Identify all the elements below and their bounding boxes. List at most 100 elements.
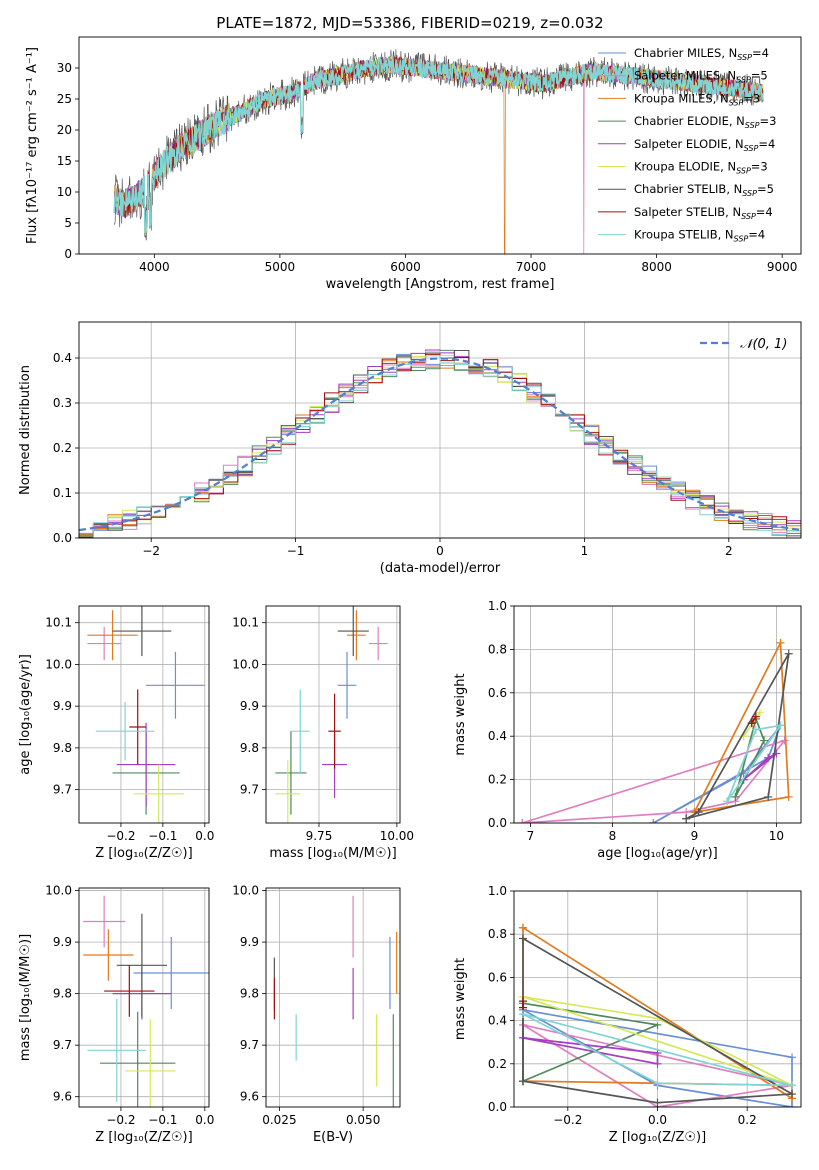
- y-tick-label: 9.9: [240, 935, 259, 949]
- chart-title: PLATE=1872, MJD=53386, FIBERID=0219, z=0…: [216, 14, 603, 32]
- y-tick-label: 10.1: [232, 616, 259, 630]
- y-tick-label: 10.0: [45, 884, 72, 898]
- weight-marker: [788, 1081, 797, 1090]
- legend-ssp-value: =3: [760, 114, 777, 128]
- y-tick-label: 9.8: [53, 987, 72, 1001]
- x-axis-label: mass [log₁₀(M/M☉)]: [269, 846, 396, 861]
- y-tick-label: 10.0: [45, 657, 72, 671]
- age_vs_mass-plot-area: [275, 606, 388, 823]
- legend-label: Chabrier ELODIE, NSSP=3: [634, 114, 776, 130]
- mass_vs_EBV-background: [266, 888, 400, 1107]
- weight-marker: [653, 1059, 662, 1068]
- y-axis-label: mass weight: [453, 958, 468, 1040]
- legend-ssp-subscript: SSP: [736, 167, 751, 176]
- weight-marker: [518, 1077, 527, 1086]
- weight-marker: [694, 808, 703, 817]
- weight_vs_age-axes: 7 8 9 10 0.0 0.2 0.4 0.6 0.8 1.0 age [log₁₀(age/yr…: [453, 599, 802, 861]
- weight-marker: [788, 1053, 797, 1062]
- y-tick-label: 0.4: [488, 1014, 507, 1028]
- y-tick-label: 9.8: [53, 741, 72, 755]
- weight_vs_Z-plot-area: [518, 923, 797, 1107]
- x-tick-label: 0.050: [346, 1113, 380, 1127]
- y-tick-label: 10.1: [45, 616, 72, 630]
- legend-label: Salpeter MILES, NSSP=5: [634, 69, 768, 85]
- y-tick-label: 9.7: [240, 783, 259, 797]
- residuals-frame: [78, 321, 802, 539]
- residuals-plot-area: [79, 349, 801, 538]
- x-tick-label: −1: [287, 544, 305, 558]
- weight_vs_age-plot-area: [518, 638, 793, 823]
- legend-ssp-subscript: SSP: [734, 235, 749, 244]
- x-tick-label: 0.0: [195, 1113, 214, 1127]
- weight-marker: [747, 719, 756, 728]
- mass_vs_Z-axes: −0.2 −0.1 0.0 9.6 9.7 9.8 9.9 10.0 Z [log₁₀(Z/Z☉…: [18, 884, 214, 1145]
- legend-ssp-value: =4: [758, 137, 775, 151]
- y-tick-label: 0.2: [488, 773, 507, 787]
- y-tick-label: 0.6: [488, 970, 507, 984]
- weight-marker: [518, 923, 527, 932]
- legend-ssp-value: =5: [757, 182, 774, 196]
- mass_vs_EBV-axes: 0.025 0.050 9.6 9.7 9.8 9.9 10.0 E(B-V): [232, 884, 401, 1145]
- y-tick-label: 9.8: [240, 741, 259, 755]
- legend-ssp-subscript: SSP: [729, 98, 744, 107]
- mass_vs_Z-plot-area: [83, 895, 209, 1107]
- weight-marker: [518, 819, 527, 823]
- x-tick-label: −0.2: [553, 1113, 582, 1127]
- legend-series-name: Chabrier MILES: [634, 46, 721, 60]
- weight-marker: [756, 708, 764, 717]
- y-tick-label: 9.7: [240, 1038, 259, 1052]
- y-tick-label: 5: [64, 216, 72, 230]
- weight-marker: [653, 1098, 662, 1107]
- x-tick-label: 0.025: [262, 1113, 296, 1127]
- legend-series-name: Salpeter MILES: [634, 69, 720, 83]
- spectrum-line-kroupa-stelib: [113, 56, 764, 234]
- legend-ssp-subscript: SSP: [742, 189, 757, 198]
- age_vs_Z-frame: [78, 605, 210, 824]
- y-tick-label: 9.9: [53, 935, 72, 949]
- x-axis-label: Z [log₁₀(Z/Z☉)]: [95, 846, 192, 861]
- legend-ssp-value: =5: [751, 69, 768, 83]
- legend-ssp-subscript: SSP: [737, 53, 752, 62]
- y-tick-label: 0.0: [488, 1100, 507, 1114]
- age_vs_mass-background: [266, 606, 400, 823]
- weight-marker: [780, 736, 789, 745]
- y-tick-label: 20: [57, 123, 72, 137]
- x-axis-label: Z [log₁₀(Z/Z☉)]: [95, 1130, 192, 1145]
- legend-ssp-value: =3: [743, 91, 760, 105]
- y-axis-label: age [log₁₀(age/yr)]: [18, 654, 33, 775]
- legend-ssp-subscript: SSP: [736, 76, 751, 85]
- weight-marker: [518, 934, 527, 943]
- legend-ssp-value: =4: [748, 228, 765, 242]
- y-tick-label: 9.7: [53, 783, 72, 797]
- age_vs_mass-frame: [265, 605, 401, 824]
- x-tick-label: 4000: [139, 260, 170, 274]
- x-axis-label: E(B-V): [313, 1130, 353, 1145]
- weight-marker: [518, 1010, 527, 1019]
- x-tick-label: 0.2: [738, 1113, 757, 1127]
- y-tick-label: 0.6: [488, 686, 507, 700]
- x-axis-label: age [log₁₀(age/yr)]: [597, 846, 718, 861]
- x-axis-label: wavelength [Angstrom, rest frame]: [326, 277, 555, 292]
- weight-marker: [764, 792, 773, 801]
- x-tick-label: 8000: [641, 260, 672, 274]
- y-tick-label: 15: [57, 154, 72, 168]
- weight-marker: [788, 1090, 797, 1099]
- x-tick-label: 7: [527, 829, 535, 843]
- x-tick-label: 9.75: [306, 829, 333, 843]
- spectrum-axes: 4000 5000 6000 7000 8000 9000 0 5 10 15 20 25 30 wave…: [25, 36, 802, 292]
- y-tick-label: 0.8: [488, 927, 507, 941]
- weight-line-series-8: [726, 724, 783, 802]
- histogram-step-series-8: [79, 355, 801, 538]
- weight-marker: [751, 725, 760, 734]
- y-axis-label: mass weight: [453, 673, 468, 755]
- y-tick-label: 10: [57, 185, 72, 199]
- legend-series-name: Kroupa STELIB: [634, 228, 718, 242]
- x-tick-label: 0.0: [648, 1113, 667, 1127]
- weight-marker: [653, 1079, 662, 1088]
- legend-series-name: Kroupa MILES: [634, 91, 713, 105]
- y-axis-label: mass [log₁₀(M/M☉)]: [18, 934, 33, 1061]
- x-tick-label: 1: [581, 544, 589, 558]
- legend-label: Kroupa STELIB, NSSP=4: [634, 228, 765, 244]
- weight-marker: [518, 997, 527, 1006]
